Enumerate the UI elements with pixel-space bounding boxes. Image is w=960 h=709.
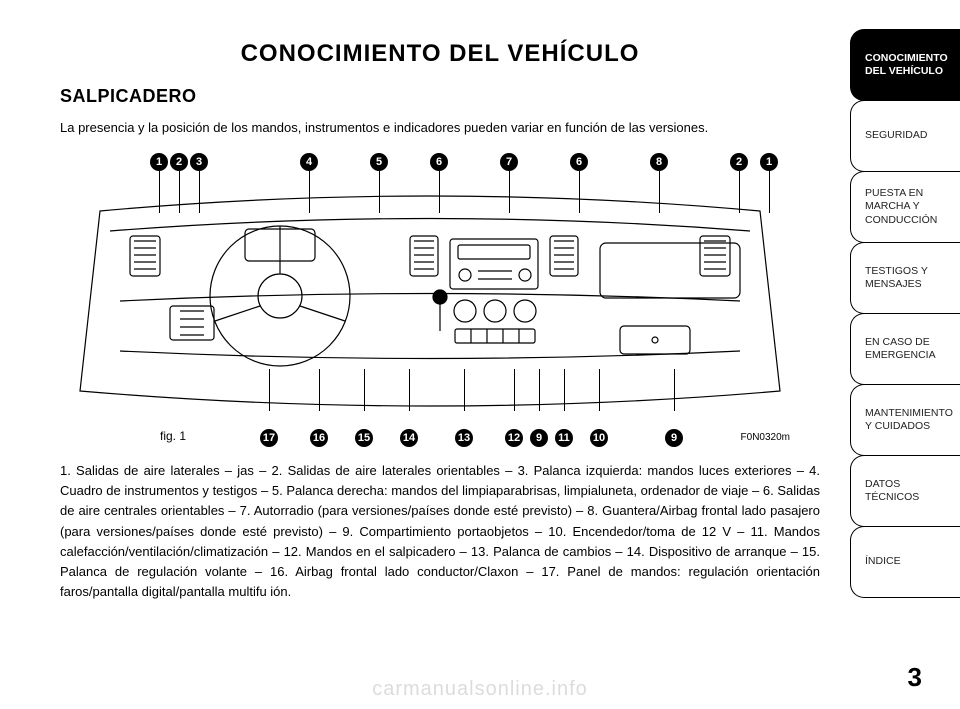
- side-tabs: CONOCIMIENTO DEL VEHÍCULOSEGURIDADPUESTA…: [850, 30, 960, 598]
- callout-line: [464, 369, 465, 411]
- callout-line: [509, 171, 510, 213]
- callout-line: [199, 171, 200, 213]
- callout-line: [659, 171, 660, 213]
- callout-line: [439, 171, 440, 213]
- tab-en-caso-de-emergencia[interactable]: EN CASO DE EMERGENCIA: [850, 313, 960, 385]
- figure-description: 1. Salidas de aire laterales – jas – 2. …: [60, 461, 820, 602]
- dashboard-figure: 12345676821 171615141312911109 fig. 1 F0…: [60, 151, 800, 451]
- figure-label: fig. 1: [160, 429, 186, 443]
- dashboard-svg: [60, 151, 800, 451]
- tab-conocimiento-del-veh-culo[interactable]: CONOCIMIENTO DEL VEHÍCULO: [850, 29, 960, 101]
- callout-line: [564, 369, 565, 411]
- callout-line: [309, 171, 310, 213]
- tab-mantenimiento-y-cuidados[interactable]: MANTENIMIENTO Y CUIDADOS: [850, 384, 960, 456]
- callout-line: [599, 369, 600, 411]
- tab-seguridad[interactable]: SEGURIDAD: [850, 100, 960, 172]
- tab-puesta-en-marcha-y-conducci-n[interactable]: PUESTA EN MARCHA Y CONDUCCIÓN: [850, 171, 960, 243]
- callout-line: [159, 171, 160, 213]
- callout-line: [319, 369, 320, 411]
- callout-line: [579, 171, 580, 213]
- callout-line: [539, 369, 540, 411]
- intro-text: La presencia y la posición de los mandos…: [60, 119, 820, 137]
- page-title: CONOCIMIENTO DEL VEHÍCULO: [60, 40, 820, 68]
- figure-code: F0N0320m: [741, 432, 790, 443]
- page-number: 3: [908, 662, 922, 693]
- callout-line: [269, 369, 270, 411]
- callout-line: [769, 171, 770, 213]
- callout-line: [409, 369, 410, 411]
- callout-line: [674, 369, 675, 411]
- section-subtitle: SALPICADERO: [60, 86, 820, 107]
- tab-ndice[interactable]: ÍNDICE: [850, 526, 960, 598]
- callout-line: [364, 369, 365, 411]
- manual-page: CONOCIMIENTO DEL VEHÍCULO SALPICADERO La…: [60, 40, 820, 680]
- callout-line: [739, 171, 740, 213]
- tab-datos-t-cnicos[interactable]: DATOS TÉCNICOS: [850, 455, 960, 527]
- callout-line: [379, 171, 380, 213]
- watermark: carmanualsonline.info: [372, 678, 588, 701]
- callout-line: [179, 171, 180, 213]
- tab-testigos-y-mensajes[interactable]: TESTIGOS Y MENSAJES: [850, 242, 960, 314]
- callout-line: [514, 369, 515, 411]
